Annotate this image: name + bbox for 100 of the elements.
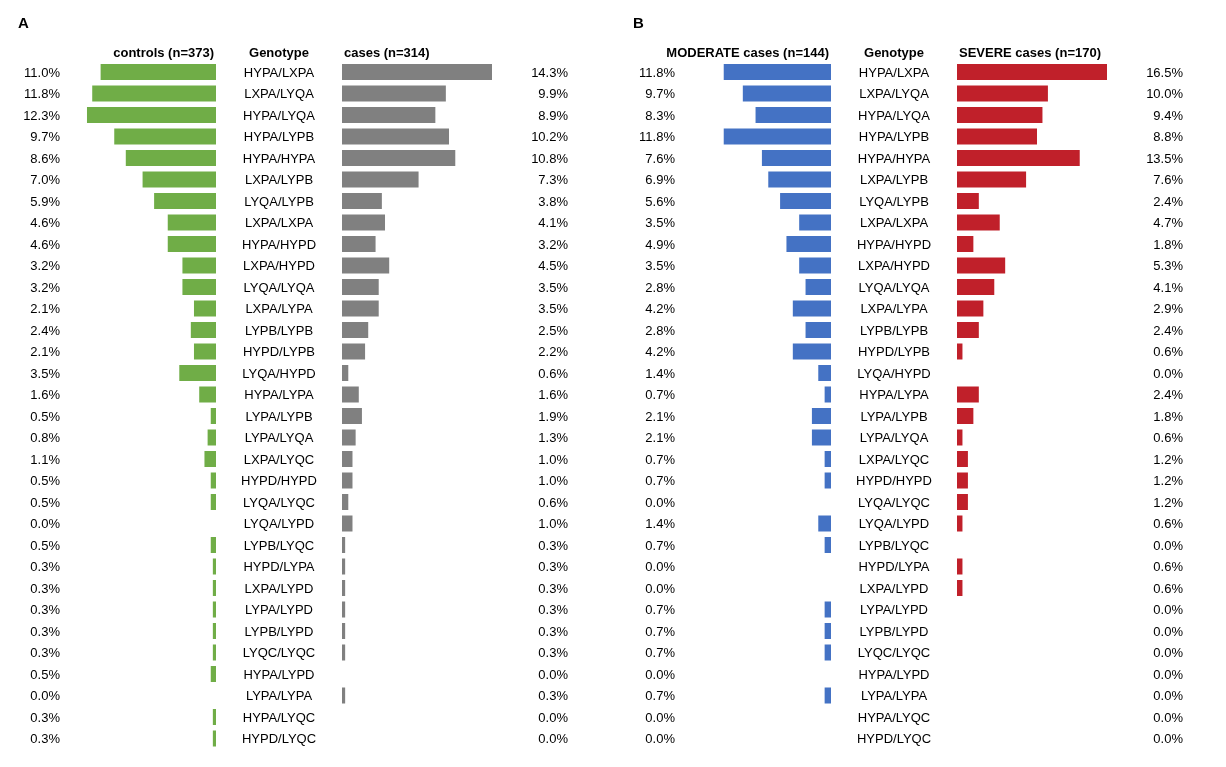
bar	[210, 494, 216, 510]
bar	[957, 580, 963, 596]
data-label: 0.3%	[538, 559, 569, 574]
y-tick-label: HYPA/LYPA	[244, 387, 314, 402]
data-label: 0.3%	[538, 580, 569, 596]
bar	[342, 300, 379, 317]
data-label: 0.6%	[538, 365, 569, 381]
bar	[342, 64, 492, 80]
data-label: 0.3%	[30, 731, 61, 746]
bar	[811, 408, 831, 424]
data-label: 2.1%	[645, 408, 676, 424]
bar	[210, 666, 216, 682]
data-label: 11.8%	[639, 129, 676, 144]
data-label: 0.3%	[538, 645, 569, 660]
data-label: 2.4%	[30, 322, 61, 338]
y-tick-label: HYPA/LYPA	[859, 387, 929, 402]
data-label: 3.5%	[645, 258, 676, 273]
y-tick-label: HYPD/LYPA	[858, 559, 930, 574]
y-tick-label: LYQA/HYPD	[857, 365, 931, 381]
data-label: 6.9%	[645, 172, 676, 187]
bar	[342, 515, 353, 532]
chart-title: A	[18, 14, 29, 31]
bar	[957, 408, 974, 424]
bar	[957, 171, 1027, 188]
y-tick-label: LYPA/LYPB	[245, 408, 313, 424]
bar	[212, 558, 216, 575]
bar	[824, 451, 831, 467]
bar	[957, 322, 979, 338]
bar	[957, 429, 963, 446]
bar	[818, 365, 831, 381]
bar	[212, 644, 216, 661]
data-label: 0.6%	[1153, 580, 1184, 596]
bar	[786, 236, 831, 252]
data-label: 2.1%	[30, 301, 61, 316]
bar	[154, 193, 216, 209]
bar	[199, 386, 216, 403]
bar	[342, 386, 359, 403]
bar	[957, 343, 963, 360]
data-label: 0.3%	[30, 602, 61, 617]
y-tick-label: HYPD/LYPB	[857, 344, 931, 359]
data-label: 0.5%	[30, 537, 61, 553]
bar	[167, 236, 216, 252]
y-tick-label: LXPA/LYPA	[245, 301, 313, 316]
series-label: MODERATE cases (n=144)	[666, 45, 829, 60]
bar	[957, 300, 984, 317]
data-label: 0.0%	[538, 709, 569, 725]
data-label: 2.5%	[538, 322, 569, 338]
bar	[210, 472, 216, 489]
data-label: 5.9%	[30, 193, 61, 209]
y-tick-label: LXPA/HYPD	[242, 258, 316, 273]
data-label: 1.6%	[30, 387, 61, 402]
bar	[142, 171, 216, 188]
y-tick-label: LXPA/LYQA	[244, 86, 315, 101]
data-label: 7.3%	[538, 172, 569, 187]
data-label: 0.8%	[30, 430, 61, 445]
data-label: 9.7%	[30, 129, 61, 144]
y-tick-label: LYPA/LYQA	[859, 430, 929, 445]
y-tick-label: HYPA/LYPD	[243, 666, 315, 682]
data-label: 0.7%	[645, 688, 676, 703]
data-label: 0.0%	[645, 731, 676, 746]
data-label: 11.8%	[24, 86, 61, 101]
data-label: 1.4%	[645, 516, 676, 531]
bar	[190, 322, 216, 338]
data-label: 0.7%	[645, 451, 676, 467]
data-label: 1.3%	[538, 430, 569, 445]
data-label: 4.7%	[1153, 215, 1184, 230]
data-label: 2.8%	[645, 279, 676, 295]
data-label: 8.6%	[30, 150, 61, 166]
data-label: 0.3%	[30, 580, 61, 596]
y-tick-label: HYPA/HYPD	[241, 236, 317, 252]
y-tick-label: LYPB/LYPD	[859, 623, 929, 639]
y-tick-label: LYQA/LYPD	[243, 516, 315, 531]
data-label: 0.5%	[30, 473, 61, 488]
data-label: 8.3%	[645, 107, 676, 123]
data-label: 2.8%	[645, 322, 676, 338]
y-tick-label: LYQC/LYQC	[857, 645, 931, 660]
bar	[100, 64, 216, 80]
data-label: 4.6%	[30, 215, 61, 230]
data-label: 1.6%	[538, 387, 569, 402]
bar	[342, 85, 446, 102]
data-label: 0.5%	[30, 666, 61, 682]
y-axis-title: Genotype	[249, 45, 309, 60]
bar	[342, 623, 346, 639]
y-tick-label: LXPA/LYQC	[243, 451, 315, 467]
data-label: 3.2%	[538, 236, 569, 252]
y-tick-label: LXPA/LXPA	[859, 215, 929, 230]
data-label: 0.0%	[30, 688, 61, 703]
bar	[212, 601, 216, 618]
data-label: 2.1%	[645, 430, 676, 445]
data-label: 0.7%	[645, 645, 676, 660]
bar	[957, 128, 1037, 145]
y-tick-label: LYPA/LYPD	[860, 602, 928, 617]
bar	[210, 408, 216, 424]
bar	[342, 343, 366, 360]
data-label: 12.3%	[23, 107, 61, 123]
bar	[342, 601, 346, 618]
y-tick-label: HYPA/LXPA	[858, 64, 930, 80]
y-tick-label: LXPA/LYPA	[860, 301, 928, 316]
bar	[824, 386, 831, 403]
data-label: 2.4%	[1153, 193, 1184, 209]
